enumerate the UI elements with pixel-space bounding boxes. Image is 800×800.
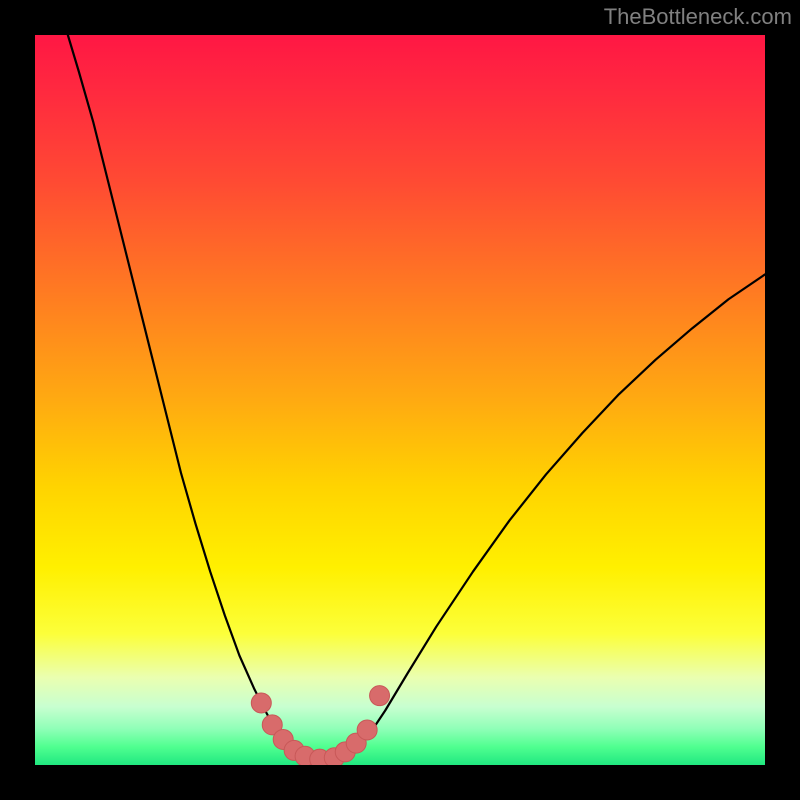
- watermark-text: TheBottleneck.com: [604, 4, 792, 30]
- marker-dot: [251, 693, 271, 713]
- marker-dot: [370, 686, 390, 706]
- marker-dot: [357, 720, 377, 740]
- chart-container: [35, 35, 765, 765]
- chart-background: [35, 35, 765, 765]
- bottleneck-curve-chart: [35, 35, 765, 765]
